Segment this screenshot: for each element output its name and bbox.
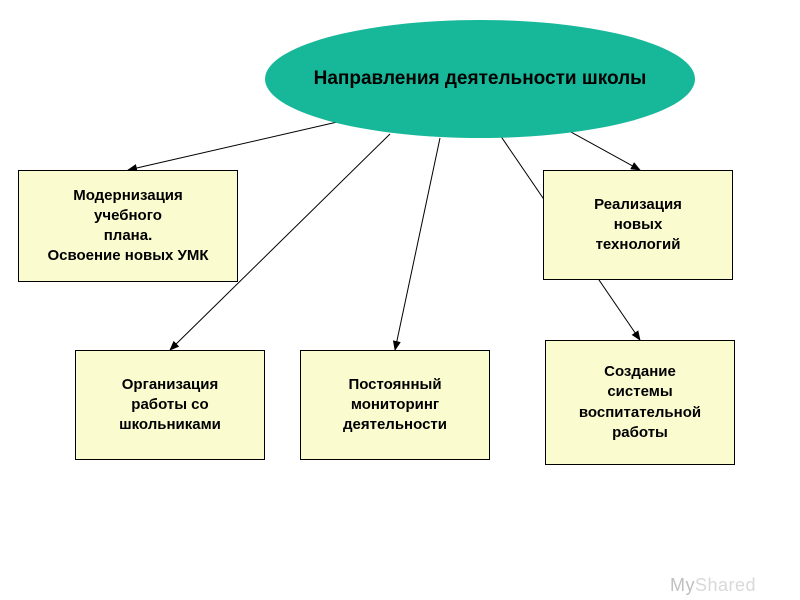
box-monitoring: Постоянный мониторинг деятельности <box>300 350 490 460</box>
box-modernization: Модернизация учебного плана. Освоение но… <box>18 170 238 282</box>
box-label: Реализация новых технологий <box>594 195 682 256</box>
central-ellipse: Направления деятельности школы <box>265 20 695 138</box>
diagram-canvas: Направления деятельности школы Модерниза… <box>0 0 800 600</box>
box-label: Создание системы воспитательной работы <box>579 362 701 443</box>
box-technologies: Реализация новых технологий <box>543 170 733 280</box>
watermark: MyShared <box>670 575 756 596</box>
central-ellipse-label: Направления деятельности школы <box>314 68 647 90</box>
box-organization: Организация работы со школьниками <box>75 350 265 460</box>
box-education-system: Создание системы воспитательной работы <box>545 340 735 465</box>
box-label: Модернизация учебного плана. Освоение но… <box>47 186 208 267</box>
box-label: Организация работы со школьниками <box>119 375 221 436</box>
box-label: Постоянный мониторинг деятельности <box>343 375 447 436</box>
